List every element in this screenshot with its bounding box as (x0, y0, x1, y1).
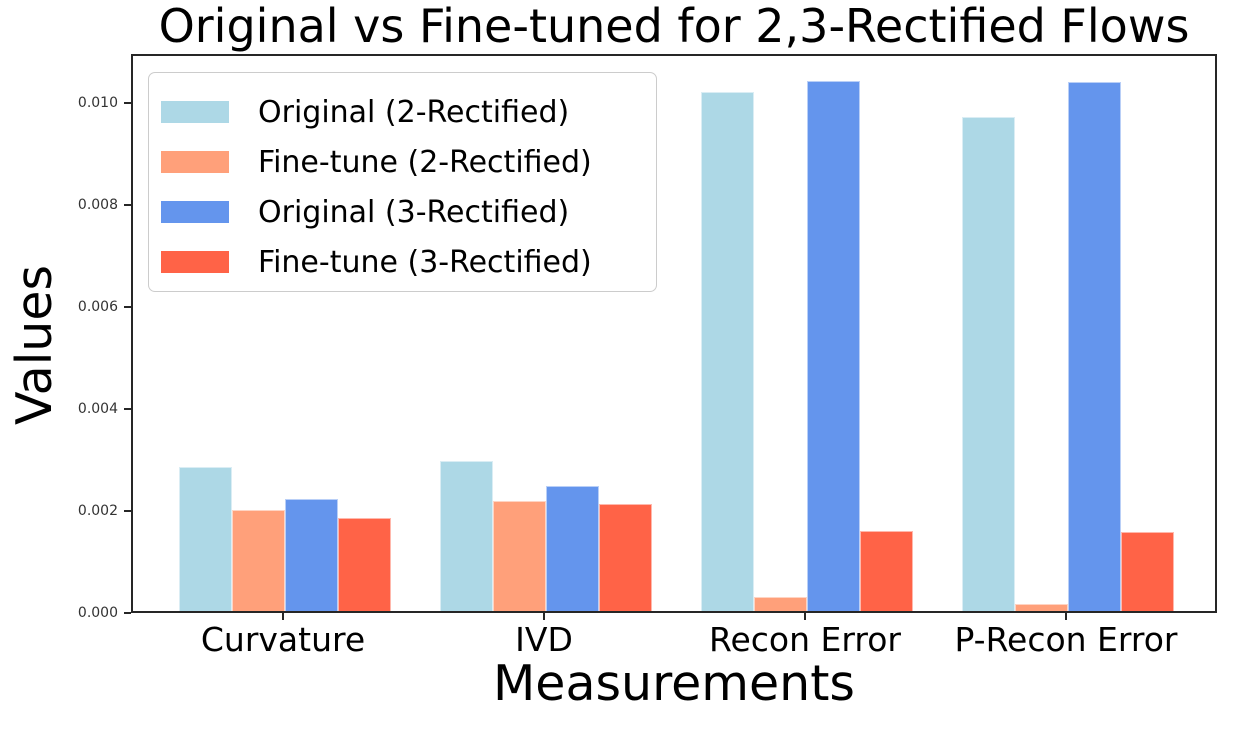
x-tick-label: Recon Error (709, 620, 901, 659)
bar (860, 531, 913, 611)
x-axis-label: Measurements (493, 655, 855, 712)
bar (285, 499, 338, 611)
legend-swatch (161, 151, 229, 173)
bar (546, 486, 599, 611)
y-tick-mark (124, 612, 131, 614)
x-tick-label: P-Recon Error (954, 620, 1178, 659)
bar (1068, 82, 1121, 611)
y-tick-label: 0.010 (77, 95, 118, 111)
x-tick-mark (804, 613, 806, 620)
bar (1121, 532, 1174, 611)
y-tick-mark (124, 408, 131, 410)
legend-swatch (161, 201, 229, 223)
bar (701, 92, 754, 611)
legend-label: Original (2-Rectified) (258, 94, 570, 130)
y-tick-mark (124, 102, 131, 104)
legend-swatch (161, 101, 229, 123)
x-tick-mark (543, 613, 545, 620)
legend-label: Original (3-Rectified) (258, 194, 570, 230)
y-tick-label: 0.002 (77, 503, 118, 519)
y-tick-label: 0.004 (77, 401, 118, 417)
y-tick-label: 0.008 (77, 197, 118, 213)
x-tick-label: IVD (515, 620, 573, 659)
bar (179, 467, 232, 611)
bar (493, 501, 546, 611)
legend-swatch (161, 251, 229, 273)
bar (754, 597, 807, 611)
bar (232, 510, 285, 611)
x-tick-label: Curvature (200, 620, 366, 659)
y-tick-label: 0.006 (77, 299, 118, 315)
legend-item: Fine-tune (2-Rectified) (161, 137, 656, 187)
bar (599, 504, 652, 611)
y-tick-label: 0.000 (77, 605, 118, 621)
x-tick-mark (282, 613, 284, 620)
plot-area (131, 54, 1217, 613)
legend-item: Original (2-Rectified) (161, 87, 656, 137)
bar (962, 117, 1015, 611)
legend-label: Fine-tune (3-Rectified) (258, 244, 592, 280)
y-tick-mark (124, 306, 131, 308)
legend-label: Fine-tune (2-Rectified) (258, 144, 592, 180)
legend-item: Original (3-Rectified) (161, 187, 656, 237)
legend-item: Fine-tune (3-Rectified) (161, 237, 656, 287)
legend: Original (2-Rectified) Fine-tune (2-Rect… (148, 72, 657, 292)
x-tick-mark (1065, 613, 1067, 620)
y-axis-label: Values (6, 264, 63, 426)
bar (440, 461, 493, 611)
bar (338, 518, 391, 611)
y-tick-mark (124, 204, 131, 206)
chart-title: Original vs Fine-tuned for 2,3-Rectified… (158, 0, 1190, 53)
bar (807, 81, 860, 611)
y-tick-mark (124, 510, 131, 512)
bar (1015, 604, 1068, 611)
